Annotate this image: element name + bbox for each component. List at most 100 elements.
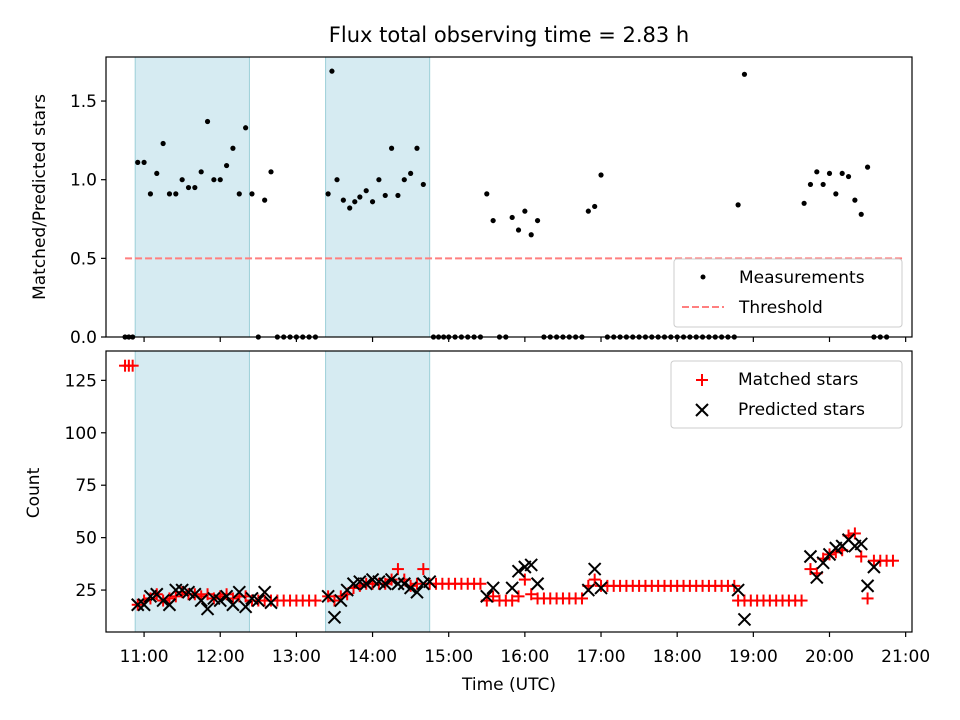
predicted-star-point xyxy=(391,577,405,591)
measurement-point xyxy=(230,145,236,151)
predicted-star-point xyxy=(511,564,526,578)
predicted-star-stroke-b xyxy=(803,549,818,564)
legend-predicted-label: Predicted stars xyxy=(738,400,865,420)
predicted-star-stroke-b xyxy=(264,595,278,610)
predicted-star-point xyxy=(378,577,392,591)
predicted-star-stroke-b xyxy=(245,591,259,606)
predicted-star-stroke-b xyxy=(162,598,177,612)
measurement-point xyxy=(141,159,147,165)
predicted-star-stroke-b xyxy=(257,585,272,599)
predicted-star-stroke-b xyxy=(213,593,227,608)
bottom-xtick-label: 21:00 xyxy=(881,647,930,667)
predicted-star-stroke-b xyxy=(188,587,202,601)
measurement-point xyxy=(357,194,363,200)
measurement-point xyxy=(340,197,346,203)
bottom-ytick-label: 25 xyxy=(75,581,97,601)
predicted-star-stroke-b xyxy=(131,598,145,612)
predicted-star-point xyxy=(200,602,215,616)
measurement-point xyxy=(490,217,496,224)
measurement-point xyxy=(414,145,420,151)
measurement-point xyxy=(173,191,179,197)
top-plot-area: 0.0 0.5 1.0 1.5 xyxy=(70,56,913,348)
matched-star-point xyxy=(861,592,874,605)
legend-measurements-label: Measurements xyxy=(739,268,865,288)
predicted-star-point xyxy=(169,583,183,597)
measurement-point xyxy=(408,170,414,177)
matched-star-point xyxy=(220,588,233,601)
matched-star-point xyxy=(804,563,817,576)
top-shaded-interval-1 xyxy=(134,56,250,338)
predicted-star-point xyxy=(156,593,170,608)
measurement-point xyxy=(741,71,748,77)
legend-predicted-marker xyxy=(695,403,709,417)
predicted-star-stroke-b xyxy=(397,577,411,591)
predicted-star-stroke-b xyxy=(150,587,164,601)
predicted-star-stroke-b xyxy=(505,581,519,595)
predicted-star-point xyxy=(737,612,752,627)
predicted-star-stroke-b xyxy=(410,585,424,599)
predicted-star-point xyxy=(587,562,602,576)
measurement-point xyxy=(369,199,376,205)
predicted-star-stroke-b xyxy=(391,577,405,591)
matched-star-point xyxy=(474,577,487,590)
measurement-point xyxy=(864,164,871,170)
predicted-star-point xyxy=(137,598,151,612)
top-ytick-label: 1.5 xyxy=(70,92,97,112)
bottom-plot-frame xyxy=(105,350,913,633)
predicted-star-stroke-b xyxy=(480,589,494,604)
predicted-star-point xyxy=(238,600,253,614)
measurement-point xyxy=(334,177,340,183)
top-legend-box xyxy=(673,258,903,328)
predicted-star-stroke-b xyxy=(353,574,367,589)
matched-star-point xyxy=(144,592,157,605)
measurement-point xyxy=(820,181,826,188)
predicted-star-point xyxy=(854,537,868,551)
measurement-point xyxy=(204,118,211,125)
predicted-star-stroke-b xyxy=(737,612,752,627)
matched-star-point xyxy=(417,563,430,576)
matched-star-point xyxy=(525,588,538,601)
bottom-xtick-label: 16:00 xyxy=(500,647,549,667)
measurement-point xyxy=(192,184,198,191)
predicted-star-stroke-b xyxy=(194,593,208,608)
predicted-star-point xyxy=(505,581,519,595)
predicted-star-stroke-b xyxy=(860,579,875,593)
bottom-xtick-label: 17:00 xyxy=(577,647,626,667)
top-ytick-label: 0.5 xyxy=(70,249,97,269)
predicted-star-point xyxy=(226,598,240,612)
predicted-star-point xyxy=(321,589,335,604)
predicted-star-stroke-b xyxy=(327,610,342,625)
measurement-point xyxy=(833,191,839,197)
predicted-star-point xyxy=(803,549,818,564)
matched-star-point xyxy=(848,527,861,540)
measurement-point xyxy=(243,125,249,131)
matched-star-point xyxy=(391,563,404,576)
measurement-point xyxy=(534,217,541,224)
predicted-star-stroke-b xyxy=(181,585,196,599)
predicted-star-stroke-b xyxy=(486,581,500,595)
predicted-star-point xyxy=(422,574,437,589)
measurement-point xyxy=(236,191,242,197)
measurement-point xyxy=(395,192,401,199)
matched-star-point xyxy=(410,577,423,590)
measurement-point xyxy=(376,177,382,183)
bottom-xtick-label: 15:00 xyxy=(424,647,473,667)
predicted-star-point xyxy=(860,579,875,593)
predicted-star-point xyxy=(480,589,494,604)
predicted-star-stroke-b xyxy=(731,583,745,597)
bottom-ytick-label: 50 xyxy=(75,529,97,549)
measurement-point xyxy=(160,140,166,147)
matched-star-point xyxy=(575,592,588,605)
top-legend: Measurements Threshold xyxy=(673,258,903,328)
measurement-point xyxy=(585,208,591,214)
predicted-star-stroke-b xyxy=(403,581,418,595)
predicted-star-point xyxy=(410,585,424,599)
matched-star-point xyxy=(487,590,500,603)
legend-matched-label: Matched stars xyxy=(738,370,858,390)
measurement-point xyxy=(198,169,204,175)
measurement-point xyxy=(329,68,335,74)
predicted-star-stroke-b xyxy=(854,537,868,551)
matched-star-point xyxy=(309,594,322,607)
measurement-point xyxy=(807,181,814,188)
